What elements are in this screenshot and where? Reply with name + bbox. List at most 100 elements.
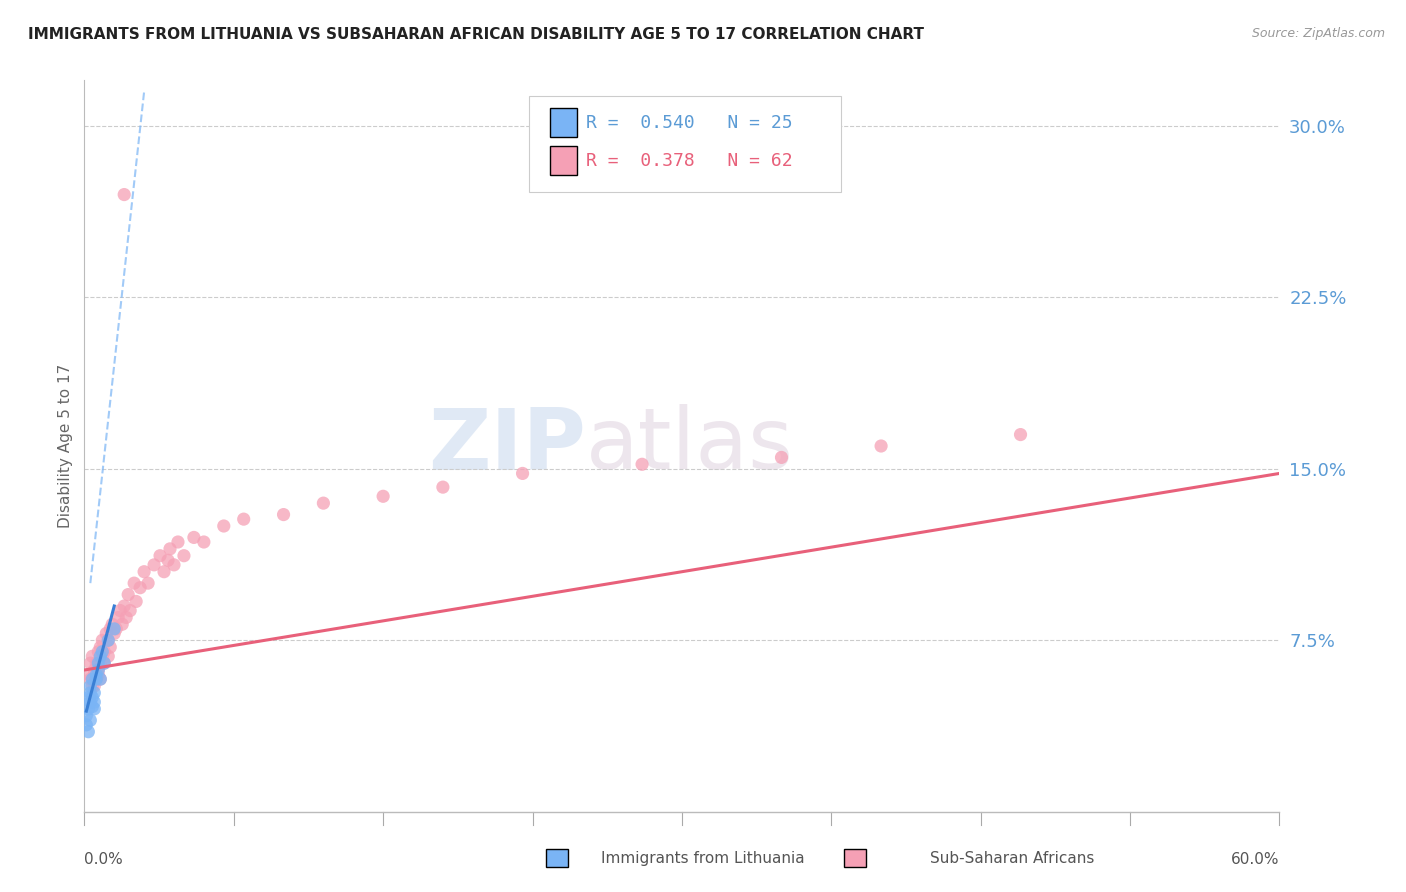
Point (105, 622, 128, 636)
Point (136, 576, 159, 591)
Point (153, 565, 176, 579)
Point (93, 656, 115, 670)
Point (83, 686, 105, 700)
Point (120, 604, 142, 618)
Point (87, 645, 110, 659)
Point (432, 480, 454, 494)
Point (98, 640, 121, 655)
Point (193, 535, 215, 549)
Text: R =  0.540   N = 25: R = 0.540 N = 25 (586, 113, 793, 132)
Text: atlas: atlas (586, 404, 794, 488)
Point (86, 672, 108, 686)
Text: Immigrants from Lithuania: Immigrants from Lithuania (602, 851, 804, 865)
Point (273, 508, 295, 522)
Point (870, 439, 893, 453)
Point (86, 672, 108, 686)
Text: Sub-Saharan Africans: Sub-Saharan Africans (931, 851, 1094, 865)
Point (115, 610, 138, 624)
Point (112, 187, 135, 202)
Text: 0.0%: 0.0% (84, 852, 124, 867)
Point (89, 649, 111, 664)
Point (83, 679, 105, 693)
Point (79, 695, 101, 709)
Point (79, 679, 101, 693)
Point (89, 656, 111, 670)
Point (132, 565, 156, 579)
Point (1010, 427, 1032, 442)
Point (122, 576, 145, 591)
Point (77, 724, 100, 739)
Point (373, 489, 395, 503)
Point (125, 594, 148, 608)
Point (167, 535, 190, 549)
Point (82, 649, 104, 664)
Point (75, 718, 97, 732)
Point (79, 672, 101, 686)
Point (93, 656, 115, 670)
Point (96, 626, 118, 640)
Point (631, 458, 654, 472)
Point (75, 708, 97, 723)
Y-axis label: Disability Age 5 to 17: Disability Age 5 to 17 (58, 364, 73, 528)
Point (107, 610, 129, 624)
Point (87, 656, 110, 670)
Point (97, 649, 120, 664)
Text: Source: ZipAtlas.com: Source: ZipAtlas.com (1251, 27, 1385, 40)
Point (232, 512, 254, 526)
Point (157, 553, 180, 567)
FancyBboxPatch shape (529, 96, 841, 192)
Point (86, 656, 108, 670)
Point (91, 645, 114, 659)
Point (159, 541, 181, 556)
Point (111, 617, 134, 632)
FancyBboxPatch shape (551, 108, 576, 137)
Point (97, 633, 120, 648)
Point (89, 640, 111, 655)
Point (183, 530, 205, 544)
Point (103, 626, 125, 640)
Point (98, 622, 121, 636)
Point (79, 686, 101, 700)
Point (83, 663, 105, 677)
Point (82, 672, 104, 686)
Point (83, 695, 105, 709)
Point (82, 679, 104, 693)
Point (86, 667, 108, 681)
Point (163, 558, 186, 572)
Point (91, 649, 114, 664)
Point (89, 672, 111, 686)
Point (97, 633, 120, 648)
Point (117, 588, 139, 602)
Point (129, 581, 152, 595)
Point (770, 450, 793, 465)
Point (112, 599, 135, 613)
Point (87, 663, 110, 677)
Point (77, 690, 100, 705)
Point (173, 549, 195, 563)
Point (103, 622, 125, 636)
Point (143, 558, 166, 572)
Point (87, 663, 110, 677)
Point (93, 645, 115, 659)
Point (83, 702, 105, 716)
Point (79, 656, 101, 670)
Point (101, 617, 124, 632)
FancyBboxPatch shape (551, 146, 576, 176)
Point (83, 667, 105, 681)
Point (77, 667, 100, 681)
Point (89, 672, 111, 686)
Point (91, 633, 114, 648)
Point (512, 467, 534, 481)
Text: IMMIGRANTS FROM LITHUANIA VS SUBSAHARAN AFRICAN DISABILITY AGE 5 TO 17 CORRELATI: IMMIGRANTS FROM LITHUANIA VS SUBSAHARAN … (28, 27, 924, 42)
Point (79, 714, 101, 728)
Point (212, 519, 235, 533)
Point (82, 699, 104, 714)
Point (87, 667, 110, 681)
Text: 60.0%: 60.0% (1232, 852, 1279, 867)
Text: ZIP: ZIP (429, 404, 586, 488)
Point (77, 702, 100, 716)
Text: R =  0.378   N = 62: R = 0.378 N = 62 (586, 152, 793, 169)
Point (312, 496, 335, 510)
Point (82, 690, 104, 705)
Point (110, 604, 132, 618)
